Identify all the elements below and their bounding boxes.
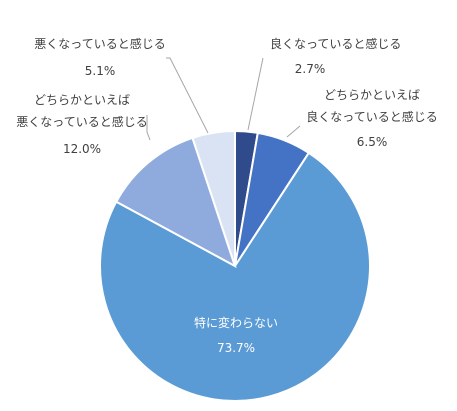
slice-label-4-line-0: 悪くなっていると感じる [34,36,165,51]
slice-value-label-3: 12.0% [63,142,101,156]
slice-label-2-line-0: 特に変わらない [194,315,278,330]
leader-line-3 [146,115,151,141]
leader-line-0 [247,57,264,131]
slice-value-label-2: 73.7% [217,341,255,355]
slice-value-label-0: 2.7% [295,62,326,76]
pie-slice-4 [191,129,236,267]
pie-slice-3 [114,136,237,269]
leader-line-4 [166,57,209,134]
slice-label-1-line-1: 良くなっていると感じる [306,109,437,124]
leader-line-1 [286,125,301,138]
slice-labels: 良くなっていると感じる2.7%どちらかといえば良くなっていると感じる6.5%特に… [16,36,437,355]
slice-value-label-4: 5.1% [85,64,116,78]
slice-value-label-1: 6.5% [357,135,388,149]
slice-label-3-line-1: 悪くなっていると感じる [16,114,147,129]
slice-label-1-line-0: どちらかといえば [324,88,420,102]
pie-slice-2 [99,151,371,402]
slice-label-0-line-0: 良くなっていると感じる [270,36,401,51]
leader-lines [146,57,301,141]
pie-slices [99,129,371,402]
slice-label-3-line-0: どちらかといえば [34,93,130,107]
